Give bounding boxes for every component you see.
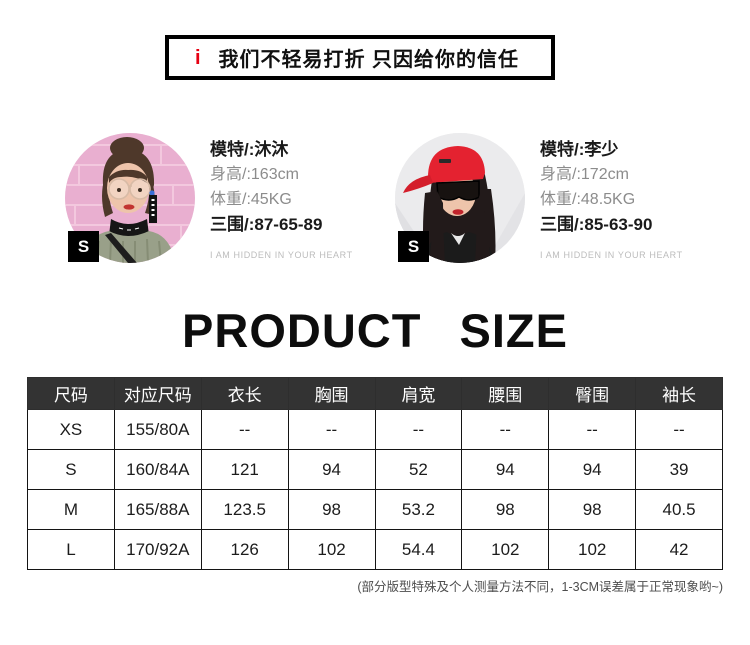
model-info-mumu: 模特/:沐沐 身高/:163cm 体重/:45KG 三围/:87-65-89 I… bbox=[210, 137, 425, 260]
size-table-cell: 170/92A bbox=[113, 529, 202, 570]
model-measurements: 三围/:85-63-90 bbox=[540, 215, 653, 234]
model-caption: I AM HIDDEN IN YOUR HEART bbox=[540, 250, 683, 260]
size-table-header-cell: 尺码 bbox=[27, 377, 115, 410]
size-table-row: XS 155/80A -- -- -- -- -- -- bbox=[27, 409, 723, 450]
size-table-cell: 126 bbox=[200, 529, 289, 570]
size-table-cell: 102 bbox=[548, 529, 637, 570]
size-table-cell: 54.4 bbox=[374, 529, 463, 570]
size-table-header-row: 尺码 对应尺码 衣长 胸围 肩宽 腰围 臀围 袖长 bbox=[27, 377, 723, 410]
model-weight: 体重/:45KG bbox=[210, 191, 292, 208]
model-weight: 体重/:48.5KG bbox=[540, 191, 636, 208]
model-info-lishao: 模特/:李少 身高/:172cm 体重/:48.5KG 三围/:85-63-90… bbox=[540, 137, 750, 260]
size-table-cell: S bbox=[27, 449, 115, 490]
size-table-row: S 160/84A 121 94 52 94 94 39 bbox=[27, 449, 723, 490]
size-table-cell: 98 bbox=[287, 489, 376, 530]
size-table-cell: -- bbox=[374, 409, 463, 450]
size-table-cell: -- bbox=[461, 409, 550, 450]
size-table-header-cell: 对应尺码 bbox=[113, 377, 202, 410]
size-table-cell: 102 bbox=[461, 529, 550, 570]
size-table-cell: 94 bbox=[287, 449, 376, 490]
info-icon: i bbox=[195, 46, 201, 69]
model-caption: I AM HIDDEN IN YOUR HEART bbox=[210, 250, 353, 260]
model-name: 模特/:沐沐 bbox=[210, 140, 289, 159]
model-measurements: 三围/:87-65-89 bbox=[210, 215, 323, 234]
size-table-cell: 98 bbox=[461, 489, 550, 530]
size-table-cell: M bbox=[27, 489, 115, 530]
size-table-header-cell: 衣长 bbox=[200, 377, 289, 410]
model-name: 模特/:李少 bbox=[540, 140, 619, 159]
size-table-row: M 165/88A 123.5 98 53.2 98 98 40.5 bbox=[27, 489, 723, 530]
size-table-cell: 121 bbox=[200, 449, 289, 490]
size-table-cell: 52 bbox=[374, 449, 463, 490]
size-table-cell: 40.5 bbox=[635, 489, 723, 530]
model-photo-lishao-illustration bbox=[395, 133, 525, 263]
size-table-head: 尺码 对应尺码 衣长 胸围 肩宽 腰围 臀围 袖长 bbox=[27, 377, 723, 410]
size-table-row: L 170/92A 126 102 54.4 102 102 42 bbox=[27, 529, 723, 570]
size-table-cell: 123.5 bbox=[200, 489, 289, 530]
model-size-badge: S bbox=[68, 231, 99, 262]
size-table-header-cell: 袖长 bbox=[635, 377, 723, 410]
size-table: 尺码 对应尺码 衣长 胸围 肩宽 腰围 臀围 袖长 XS 155/80A -- -- -- -- -- --… bbox=[27, 377, 723, 570]
size-table-cell: -- bbox=[635, 409, 723, 450]
size-table-header-cell: 胸围 bbox=[287, 377, 376, 410]
size-table-cell: 94 bbox=[461, 449, 550, 490]
size-table-cell: 102 bbox=[287, 529, 376, 570]
size-table-cell: 160/84A bbox=[113, 449, 202, 490]
section-title-product-size: PRODUCT SIZE bbox=[182, 304, 568, 357]
size-table-cell: 94 bbox=[548, 449, 637, 490]
size-table-body: XS 155/80A -- -- -- -- -- -- S 160/84A 121 94 52 94 94… bbox=[27, 409, 723, 570]
model-height: 身高/:172cm bbox=[540, 166, 629, 183]
model-photo-lishao bbox=[395, 133, 525, 263]
size-table-header-cell: 腰围 bbox=[461, 377, 550, 410]
size-note: (部分版型特殊及个人测量方法不同，1-3CM误差属于正常现象哟~) bbox=[357, 580, 723, 594]
size-table-header-cell: 臀围 bbox=[548, 377, 637, 410]
size-table-cell: 98 bbox=[548, 489, 637, 530]
promo-banner-text: 我们不轻易打折 只因给你的信任 bbox=[218, 49, 520, 71]
size-table-cell: -- bbox=[548, 409, 637, 450]
size-table-cell: 53.2 bbox=[374, 489, 463, 530]
model-size-badge: S bbox=[398, 231, 429, 262]
model-height: 身高/:163cm bbox=[210, 166, 299, 183]
size-table-cell: -- bbox=[200, 409, 289, 450]
size-table-cell: 42 bbox=[635, 529, 723, 570]
size-table-header-cell: 肩宽 bbox=[374, 377, 463, 410]
promo-banner: i 我们不轻易打折 只因给你的信任 bbox=[165, 35, 555, 80]
size-table-cell: 165/88A bbox=[113, 489, 202, 530]
size-table-cell: 155/80A bbox=[113, 409, 202, 450]
size-table-cell: XS bbox=[27, 409, 115, 450]
size-table-cell: L bbox=[27, 529, 115, 570]
size-table-cell: 39 bbox=[635, 449, 723, 490]
size-table-cell: -- bbox=[287, 409, 376, 450]
